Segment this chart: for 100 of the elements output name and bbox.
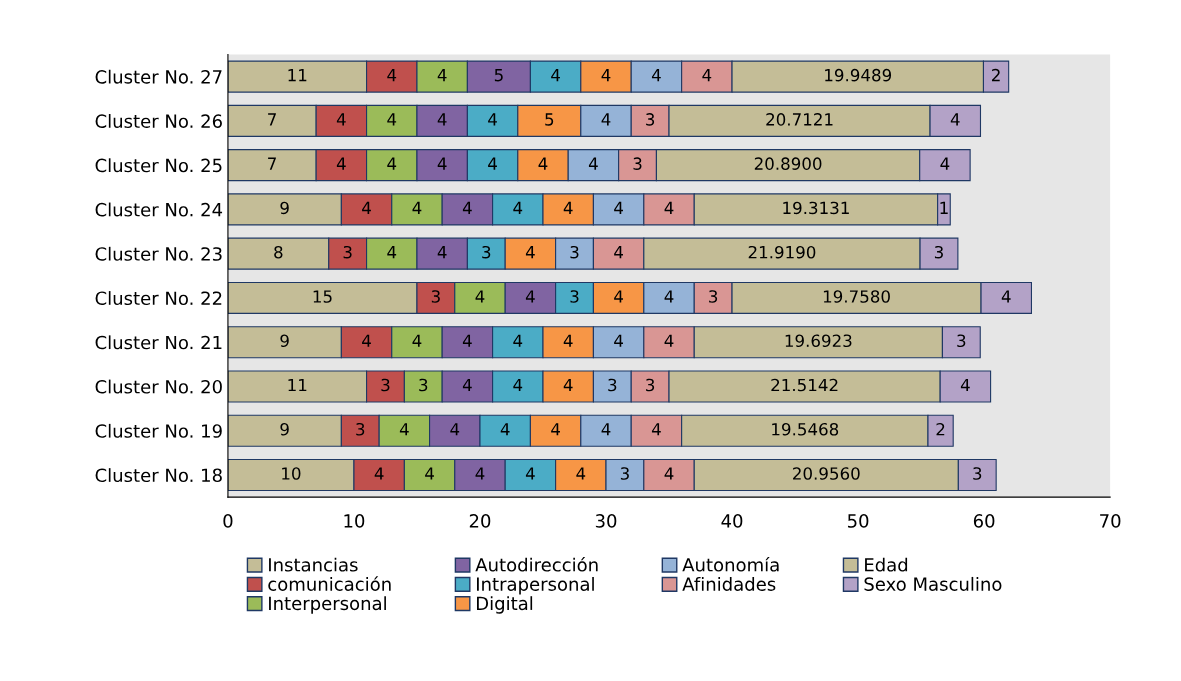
data-label: 3 [633,157,642,170]
y-tick-label: Cluster No. 18 [95,468,222,483]
y-tick-label: Cluster No. 23 [95,246,222,261]
data-label: 4 [525,246,535,259]
data-label: 9 [280,201,289,215]
data-label: 4 [601,69,611,82]
data-label: 4 [664,467,674,480]
data-label: 3 [620,467,629,480]
y-tick-label: Cluster No. 21 [95,335,222,350]
data-label: 4 [336,113,346,126]
data-label: 7 [268,157,276,170]
data-label: 5 [545,113,554,126]
data-label: 5 [494,69,503,82]
data-label: 4 [488,113,497,126]
legend-label: Autodirección [475,556,598,572]
y-tick-label: Cluster No. 25 [95,158,222,173]
data-label: 4 [525,290,535,303]
data-label: 4 [551,69,560,82]
legend-label: Sexo Masculino [864,576,1002,591]
data-label: 4 [437,113,447,126]
data-label: 2 [991,68,1000,82]
data-label: 4 [462,201,472,215]
legend-label: Autonomía [682,556,779,572]
data-label: 3 [343,245,352,259]
data-label: 4 [500,423,510,436]
x-tick-label: 10 [344,514,365,528]
data-label: 4 [1001,290,1011,303]
data-label: 3 [608,378,617,392]
data-label: 4 [437,157,447,170]
data-label: 3 [709,290,718,303]
data-label: 19.5468 [772,422,839,436]
data-label: 4 [425,467,434,480]
data-label: 4 [336,157,346,170]
y-tick-label: Cluster No. 26 [95,114,222,128]
data-label: 9 [280,334,289,348]
data-label: 3 [934,245,943,259]
data-label: 4 [412,201,422,215]
data-label: 4 [664,290,674,303]
legend-label: Afinidades [682,576,776,591]
legend-label: comunicación [268,576,391,591]
data-label: 4 [362,201,371,215]
data-label: 4 [538,157,548,170]
data-label: 9 [280,422,289,436]
data-label: 4 [651,69,661,82]
x-tick-label: 0 [223,514,233,528]
data-label: 4 [525,467,535,480]
data-label: 20.8900 [754,157,822,170]
data-label: 3 [419,378,428,392]
data-label: 4 [651,423,661,436]
data-label: 4 [513,201,523,215]
data-label: 3 [482,245,491,259]
legend-label: Intrapersonal [477,576,594,595]
data-label: 4 [940,157,950,170]
data-label: 4 [563,334,573,347]
data-label: 4 [387,157,397,170]
data-label: 20.7121 [766,113,833,126]
x-tick-label: 30 [595,514,617,528]
data-label: 8 [274,245,283,259]
data-label: 3 [356,422,365,436]
data-label: 11 [288,69,307,82]
data-label: 4 [614,290,623,303]
data-label: 4 [450,423,460,436]
data-label: 4 [462,334,472,347]
data-label: 4 [614,246,623,259]
data-label: 19.9489 [825,68,892,82]
data-label: 4 [588,157,598,170]
data-label: 21.9190 [748,245,816,259]
x-tick-label: 50 [847,514,869,528]
data-label: 4 [664,334,674,347]
y-tick-label: Cluster No. 24 [95,202,223,217]
data-label: 19.7580 [823,290,890,303]
y-tick-label: Cluster No. 27 [95,69,222,84]
data-label: 4 [362,334,371,347]
data-label: 4 [614,334,623,347]
data-label: 3 [431,290,440,303]
data-label: 3 [646,378,655,392]
data-label: 3 [381,378,390,392]
data-label: 7 [268,113,276,126]
data-label: 4 [664,201,674,215]
data-label: 4 [387,113,397,126]
data-label: 1 [940,201,948,215]
data-label: 3 [973,467,982,480]
data-label: 3 [570,290,579,303]
data-label: 4 [475,290,485,303]
x-tick-label: 20 [469,514,491,528]
data-label: 4 [374,467,384,480]
data-label: 10 [282,467,301,480]
data-label: 4 [412,334,422,347]
legend-label: Interpersonal [269,596,386,614]
data-label: 4 [488,157,497,170]
data-label: 4 [387,69,397,82]
data-label: 4 [513,378,523,392]
data-label: 4 [614,201,623,215]
data-label: 4 [601,423,611,436]
data-label: 4 [563,201,573,215]
data-label: 4 [950,113,960,126]
data-label: 4 [551,423,560,436]
data-label: 2 [936,422,945,436]
legend-label: Digital [477,596,533,614]
data-label: 4 [475,467,485,480]
